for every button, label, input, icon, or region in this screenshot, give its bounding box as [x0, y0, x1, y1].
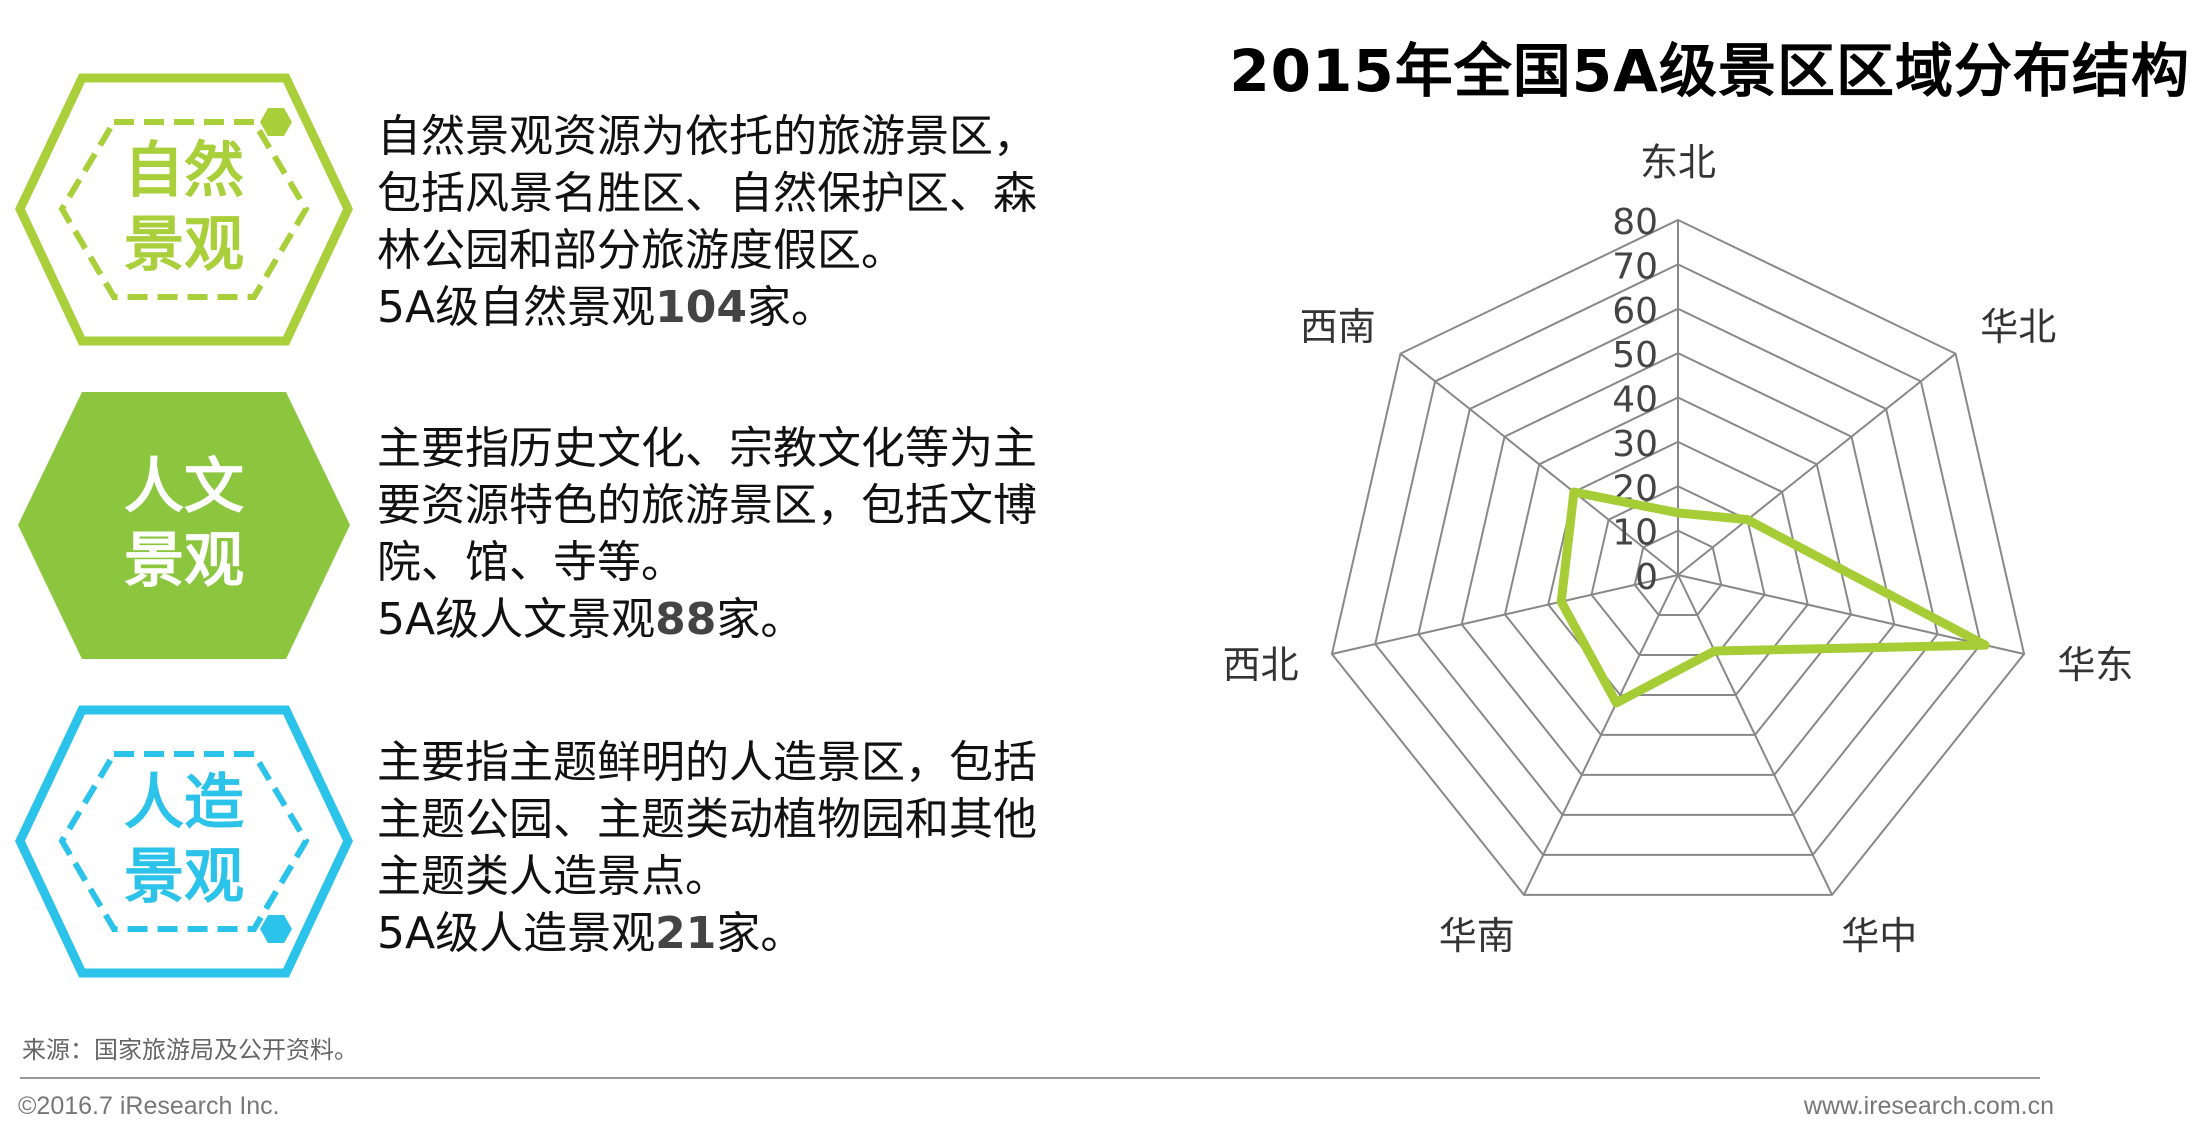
- description-line: 包括风景名胜区、自然保护区、森: [377, 168, 1037, 219]
- data-point: [1675, 509, 1681, 516]
- copyright: ©2016.7 iResearch Inc.: [18, 1092, 280, 1120]
- data-point: [1613, 699, 1620, 706]
- count-prefix: 5A级自然景观: [377, 282, 656, 333]
- grid-ring: [1633, 529, 1723, 616]
- count-prefix: 5A级人造景观: [377, 908, 656, 959]
- grid-spoke: [1399, 352, 1679, 576]
- axis-label: 华东: [2057, 643, 2133, 687]
- source-note: 来源：国家旅游局及公开资料。: [22, 1036, 358, 1064]
- series-line: [1556, 487, 1990, 708]
- axis-label: 东北: [1640, 141, 1716, 185]
- tick-label: 70: [1612, 246, 1658, 287]
- grid-spoke: [1523, 574, 1679, 896]
- count-line: 5A级人造景观21家。: [377, 905, 1117, 962]
- count-value: 21: [655, 908, 717, 959]
- cultural-description: 主要指历史文化、宗教文化等为主 要资源特色的旅游景区，包括文博 院、馆、寺等。 …: [377, 420, 1117, 648]
- hexagon-label-line: 人文: [124, 452, 244, 522]
- description-line: 主题类人造景点。: [377, 851, 729, 902]
- data-point: [1744, 516, 1751, 523]
- hexagon-outline-icon: [15, 705, 353, 978]
- description-line: 自然景观资源为依托的旅游景区，: [377, 111, 1037, 162]
- grid-spoke: [1677, 352, 1957, 576]
- axis-label: 华南: [1439, 914, 1515, 958]
- grid-ring: [1460, 352, 1896, 776]
- description-line: 主要指主题鲜明的人造景区，包括: [377, 737, 1037, 788]
- hexagon-man-made-landscape: 人造 景观: [14, 704, 354, 979]
- count-suffix: 家。: [716, 594, 805, 645]
- count-suffix: 家。: [716, 908, 805, 959]
- count-prefix: 5A级人文景观: [377, 594, 656, 645]
- grid-spoke: [1331, 574, 1679, 655]
- description-line: 院、馆、寺等。: [377, 537, 685, 588]
- hexagon-label-line: 景观: [124, 210, 244, 280]
- tick-label: 40: [1612, 380, 1658, 421]
- grid-ring: [1503, 396, 1853, 736]
- count-line: 5A级自然景观104家。: [377, 279, 1117, 336]
- axis-label: 西北: [1223, 643, 1299, 687]
- grid-ring: [1590, 485, 1766, 656]
- tick-label: 0: [1635, 557, 1658, 598]
- grid-ring: [1330, 218, 2026, 896]
- grid-ring: [1417, 307, 1939, 816]
- grid-spoke: [1677, 574, 1833, 896]
- data-point: [1558, 598, 1565, 605]
- tick-label: 60: [1612, 291, 1658, 332]
- hexagon-label-line: 景观: [124, 526, 244, 596]
- description-line: 主题公园、主题类动植物园和其他: [377, 794, 1037, 845]
- chart-title: 2015年全国5A级景区区域分布结构: [1229, 37, 2190, 105]
- hexagon-cultural-landscape: 人文 景观: [14, 388, 354, 663]
- man-made-description: 主要指主题鲜明的人造景区，包括 主题公园、主题类动植物园和其他 主题类人造景点。…: [377, 734, 1117, 962]
- hexagon-natural-landscape: 自然 景观: [14, 72, 354, 347]
- description-line: 主要指历史文化、宗教文化等为主: [377, 423, 1037, 474]
- description-line: 要资源特色的旅游景区，包括文博: [377, 480, 1037, 531]
- grid-ring: [1374, 263, 1982, 856]
- tick-label: 80: [1612, 202, 1658, 243]
- hexagon-label-line: 自然: [124, 136, 244, 206]
- data-point: [1982, 642, 1989, 649]
- count-line: 5A级人文景观88家。: [377, 591, 1117, 648]
- data-point: [1570, 488, 1577, 495]
- axis-label: 西南: [1300, 305, 1376, 349]
- grid-spoke: [1677, 574, 2025, 655]
- count-value: 88: [655, 594, 717, 645]
- tick-label: 50: [1612, 335, 1658, 376]
- website-url: www.iresearch.com.cn: [1803, 1092, 2054, 1120]
- count-suffix: 家。: [746, 282, 835, 333]
- data-point: [1711, 647, 1718, 654]
- tick-label: 30: [1612, 424, 1658, 465]
- hexagon-label-line: 景观: [124, 842, 244, 912]
- count-value: 104: [655, 282, 747, 333]
- hexagon-filled-icon: [18, 392, 350, 659]
- axis-label: 华中: [1841, 914, 1917, 958]
- natural-description: 自然景观资源为依托的旅游景区， 包括风景名胜区、自然保护区、森 林公园和部分旅游…: [377, 108, 1117, 336]
- footer-divider: [20, 1077, 2040, 1079]
- description-line: 林公园和部分旅游度假区。: [377, 225, 905, 276]
- tick-label: 10: [1612, 513, 1658, 554]
- hexagon-outline-icon: [15, 73, 353, 346]
- axis-label: 华北: [1980, 305, 2056, 349]
- hexagon-label-line: 人造: [124, 768, 244, 838]
